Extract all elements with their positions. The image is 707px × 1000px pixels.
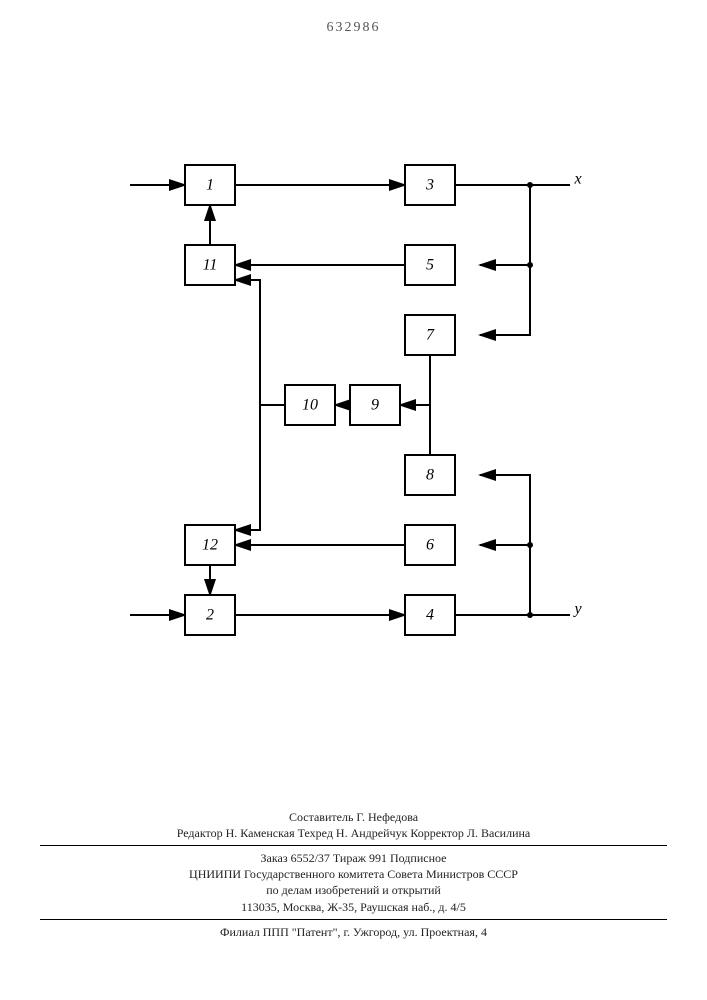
output-label-y: y	[572, 601, 582, 618]
footer-credits: Редактор Н. Каменская Техред Н. Андрейчу…	[0, 825, 707, 841]
junction-dot	[527, 612, 533, 618]
junction-dot	[527, 262, 533, 268]
footer-addr2: Филиал ППП "Патент", г. Ужгород, ул. Про…	[0, 924, 707, 940]
footer-rule-1	[40, 845, 667, 846]
edge-9	[400, 355, 430, 405]
output-label-x: x	[573, 171, 581, 188]
node-label-8: 8	[426, 467, 434, 484]
footer-org1: ЦНИИПИ Государственного комитета Совета …	[0, 866, 707, 882]
edge-4	[480, 185, 530, 265]
edge-5	[480, 265, 530, 335]
node-label-2: 2	[206, 607, 214, 624]
node-label-1: 1	[206, 177, 214, 194]
junction-dot	[527, 542, 533, 548]
footer-compiler: Составитель Г. Нефедова	[0, 809, 707, 825]
page-root: { "header": { "doc_number": "632986" }, …	[0, 0, 707, 1000]
junction-dot	[527, 182, 533, 188]
edge-13	[235, 405, 260, 530]
footer-org2: по делам изобретений и открытий	[0, 882, 707, 898]
footer-rule-2	[40, 919, 667, 920]
node-label-5: 5	[426, 257, 434, 274]
node-label-4: 4	[426, 607, 434, 624]
node-label-6: 6	[426, 537, 434, 554]
node-label-9: 9	[371, 397, 379, 414]
node-label-11: 11	[203, 257, 218, 274]
footer-addr1: 113035, Москва, Ж-35, Раушская наб., д. …	[0, 899, 707, 915]
node-label-7: 7	[426, 327, 435, 344]
node-label-10: 10	[302, 397, 318, 414]
footer-order: Заказ 6552/37 Тираж 991 Подписное	[0, 850, 707, 866]
footer-block: Составитель Г. Нефедова Редактор Н. Каме…	[0, 809, 707, 940]
edge-19	[480, 475, 530, 545]
node-label-12: 12	[202, 537, 218, 554]
node-label-3: 3	[425, 177, 434, 194]
edge-12	[235, 280, 285, 405]
edge-18	[480, 545, 530, 615]
